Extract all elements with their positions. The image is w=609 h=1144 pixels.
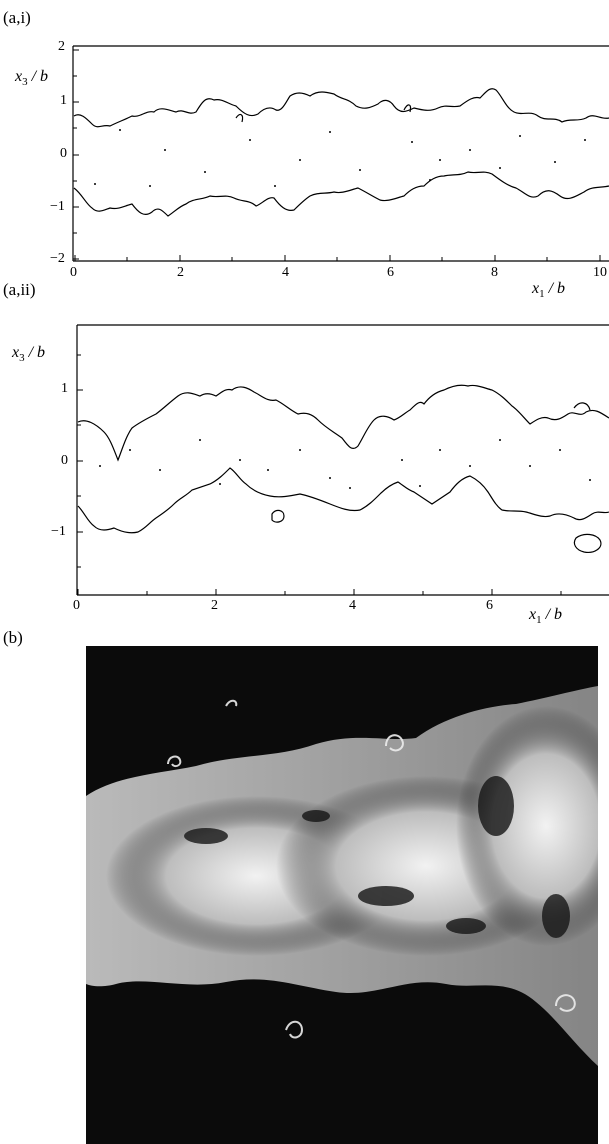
x-tick-a-ii: 6	[486, 598, 493, 613]
detached-eddy	[573, 533, 602, 553]
contour-speckles	[94, 129, 586, 187]
x-tick-a-i: 6	[387, 265, 394, 280]
x-axis-label-a-ii: x1 / b	[529, 606, 563, 627]
y-tick-a-i: −2	[50, 251, 65, 266]
x-tick-a-i: 8	[491, 265, 498, 280]
x-tick-a-i: 0	[70, 265, 77, 280]
y-tick-a-i: −1	[50, 199, 65, 214]
x-tick-a-ii: 2	[211, 598, 218, 613]
panel-label-a-i: (a,i)	[3, 8, 31, 27]
upper-interface-contour	[77, 384, 609, 462]
y-axis-label-a-ii: x3 / b	[12, 344, 46, 365]
turbulent-plume-graphic	[86, 686, 598, 1066]
detached-eddy	[271, 509, 285, 523]
y-tick-a-i: 0	[60, 146, 67, 161]
contour-plot-a-ii	[76, 324, 609, 596]
flow-visualization-image	[86, 646, 598, 1144]
lower-interface-contour	[73, 171, 609, 217]
panel-label-a-ii: (a,ii)	[3, 280, 36, 299]
x-tick-a-i: 4	[282, 265, 289, 280]
lower-interface-contour	[77, 467, 609, 534]
y-tick-a-ii: 1	[61, 381, 68, 396]
contour-plot-a-i	[72, 45, 609, 262]
x-tick-a-ii: 4	[349, 598, 356, 613]
y-tick-a-i: 2	[58, 39, 65, 54]
x-tick-a-i: 2	[177, 265, 184, 280]
y-tick-a-ii: −1	[51, 524, 66, 539]
y-tick-a-i: 1	[60, 93, 67, 108]
panel-label-b: (b)	[3, 628, 23, 647]
upper-interface-contour	[73, 88, 609, 128]
y-axis-label-a-i: x3 / b	[15, 68, 49, 89]
contour-speckles	[99, 439, 591, 489]
y-tick-a-ii: 0	[61, 453, 68, 468]
x-tick-a-i: 10	[593, 265, 607, 280]
x-tick-a-ii: 0	[73, 598, 80, 613]
x-axis-label-a-i: x1 / b	[532, 280, 566, 301]
